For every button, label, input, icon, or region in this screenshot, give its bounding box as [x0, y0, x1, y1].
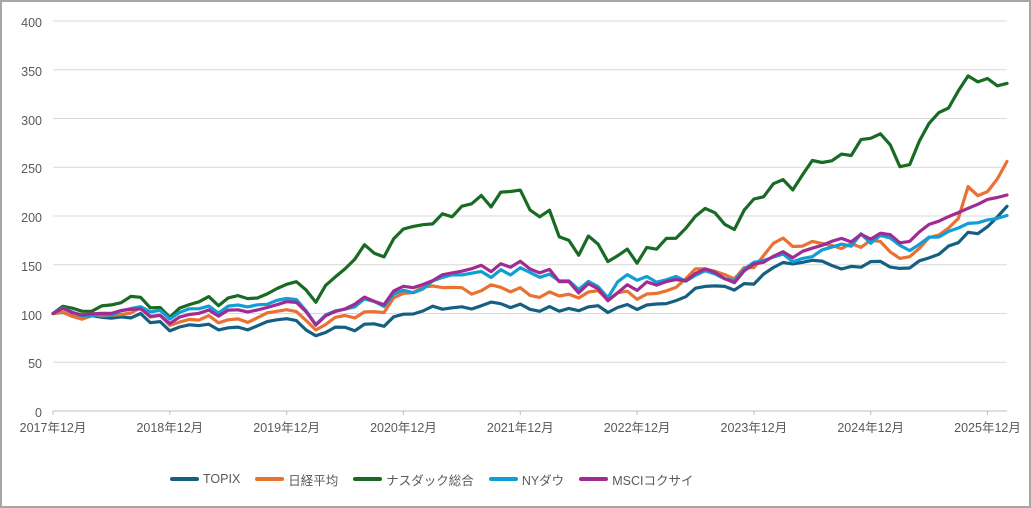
- y-axis-label: 200: [21, 211, 42, 225]
- series-line-4: [51, 193, 1009, 327]
- legend-swatch-nikkei: [255, 477, 285, 481]
- series-line-3: [51, 213, 1009, 327]
- series-line-2: [51, 74, 1009, 319]
- legend-swatch-nasdaq: [353, 477, 383, 481]
- legend-swatch-topix: [170, 477, 199, 481]
- x-axis-label: 2021年12月: [486, 421, 554, 435]
- x-axis-label: 2023年12月: [720, 421, 788, 435]
- series-line-0: [51, 204, 1009, 338]
- y-axis-label: 350: [21, 64, 42, 79]
- x-axis-label: 2024年12月: [837, 421, 905, 435]
- x-axis-label: 2025年12月: [954, 421, 1021, 435]
- legend-item-topix[interactable]: TOPIX: [170, 472, 240, 486]
- legend-item-nikkei[interactable]: 日経平均: [255, 470, 338, 489]
- x-axis-label: 2018年12月: [136, 421, 204, 435]
- legend-item-nasdaq[interactable]: ナスダック総合: [353, 470, 474, 489]
- x-axis-label: 2017年12月: [19, 421, 87, 435]
- series-line-1: [51, 159, 1009, 332]
- legend-item-msci-kokusai[interactable]: MSCIコクサイ: [579, 470, 693, 489]
- legend-label-nasdaq: ナスダック総合: [386, 473, 474, 488]
- x-axis-label: 2020年12月: [370, 421, 437, 435]
- x-axis-label: 2019年12月: [253, 421, 320, 435]
- legend-label-nikkei: 日経平均: [288, 473, 339, 488]
- legend-label-topix: TOPIX: [203, 472, 241, 486]
- y-axis-label: 400: [21, 16, 42, 30]
- legend-label-nydow: NYダウ: [521, 473, 565, 488]
- y-axis-label: 0: [35, 406, 42, 420]
- legend-swatch-msci-kokusai: [579, 477, 609, 481]
- y-axis-label: 150: [21, 259, 42, 274]
- y-axis-label: 50: [28, 357, 42, 372]
- y-axis-label: 300: [21, 113, 42, 128]
- legend-label-msci-kokusai: MSCIコクサイ: [612, 473, 694, 488]
- legend-item-nydow[interactable]: NYダウ: [488, 470, 565, 489]
- legend: TOPIX 日経平均 ナスダック総合 NYダウ MSCIコクサイ: [170, 470, 693, 489]
- x-axis-label: 2022年12月: [603, 421, 671, 435]
- y-axis-label: 100: [21, 308, 42, 323]
- y-axis-label: 250: [21, 162, 42, 177]
- legend-swatch-nydow: [488, 477, 518, 481]
